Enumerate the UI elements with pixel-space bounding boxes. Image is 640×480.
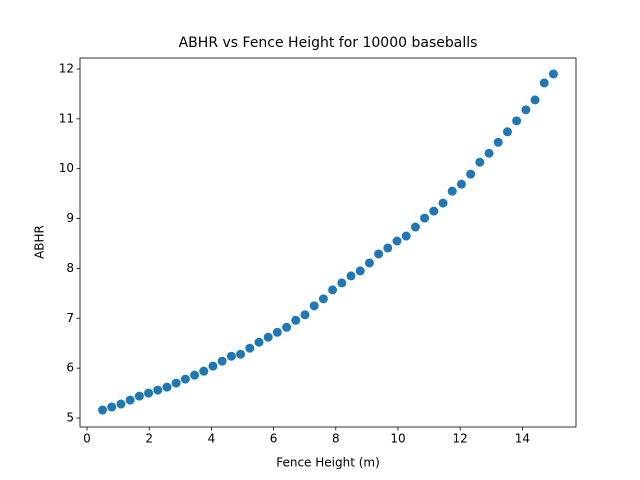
point (466, 169, 476, 179)
point (171, 378, 181, 388)
x-axis-label: Fence Height (m) (276, 456, 380, 470)
point (107, 402, 117, 412)
point (548, 69, 558, 79)
point (309, 301, 319, 311)
x-tick-label: 12 (453, 432, 468, 446)
point (263, 332, 273, 342)
point (144, 388, 154, 398)
point (429, 206, 439, 216)
y-tick-label: 11 (59, 111, 74, 125)
x-tick-label: 10 (390, 432, 405, 446)
point (401, 231, 411, 241)
point (512, 116, 522, 126)
y-axis-label: ABHR (33, 225, 47, 259)
point (539, 78, 549, 88)
point (180, 374, 190, 384)
point (291, 315, 301, 325)
point (374, 249, 384, 259)
point (383, 243, 393, 253)
point (190, 370, 200, 380)
point (364, 258, 374, 268)
y-tick-label: 12 (59, 61, 74, 75)
plot-frame (79, 57, 577, 428)
point (162, 382, 172, 392)
y-tick-label: 9 (66, 211, 74, 225)
point (98, 405, 108, 415)
point (134, 391, 144, 401)
point (484, 148, 494, 158)
point (493, 137, 503, 147)
point (245, 343, 255, 353)
point (346, 271, 356, 281)
y-tick-label: 7 (66, 311, 74, 325)
point (272, 327, 282, 337)
point (502, 127, 512, 137)
chart-title: ABHR vs Fence Height for 10000 baseballs (179, 35, 478, 51)
point (236, 349, 246, 359)
point (116, 399, 126, 409)
x-tick-label: 2 (145, 432, 153, 446)
point (208, 361, 218, 371)
x-tick-label: 14 (515, 432, 530, 446)
point (153, 385, 163, 395)
x-tick-label: 6 (270, 432, 278, 446)
point (475, 157, 485, 167)
point (456, 179, 466, 189)
point (410, 222, 420, 232)
point (300, 310, 310, 320)
x-tick-label: 4 (208, 432, 216, 446)
point (420, 213, 430, 223)
point (318, 294, 328, 304)
point (438, 198, 448, 208)
point (392, 236, 402, 246)
point (199, 366, 209, 376)
y-tick-label: 6 (66, 361, 74, 375)
point (521, 105, 531, 115)
point (337, 278, 347, 288)
point (328, 285, 338, 295)
x-tick-label: 0 (83, 432, 91, 446)
y-tick-label: 5 (66, 411, 74, 425)
point (254, 337, 264, 347)
point (226, 351, 236, 361)
point (530, 95, 540, 105)
point (447, 186, 457, 196)
point (125, 395, 135, 405)
point (355, 266, 365, 276)
x-tick-label: 8 (332, 432, 340, 446)
point (282, 322, 292, 332)
y-tick-label: 8 (66, 261, 74, 275)
y-tick-label: 10 (59, 161, 74, 175)
point (217, 356, 227, 366)
